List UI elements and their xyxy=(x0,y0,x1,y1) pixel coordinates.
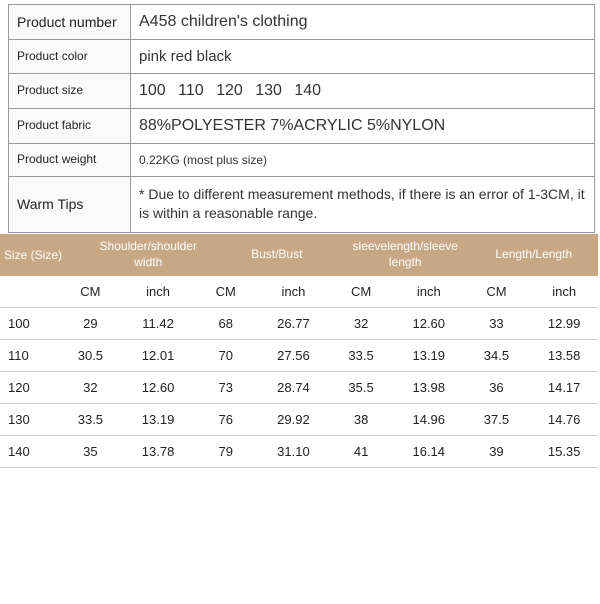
size-cell: 33.5 xyxy=(57,403,125,435)
size-cell: 37.5 xyxy=(463,403,531,435)
size-cell: 12.01 xyxy=(124,339,192,371)
size-cell: 29.92 xyxy=(260,403,328,435)
product-info-table: Product numberA458 children's clothingPr… xyxy=(8,4,595,233)
unit-cell: CM xyxy=(463,276,531,308)
info-value: pink red black xyxy=(131,40,595,74)
size-cell: 32 xyxy=(327,307,395,339)
info-value: 100 110 120 130 140 xyxy=(131,74,595,109)
size-label: 110 xyxy=(0,339,57,371)
info-value: * Due to different measurement methods, … xyxy=(131,176,595,232)
size-cell: 73 xyxy=(192,371,260,403)
unit-cell: CM xyxy=(57,276,125,308)
info-label: Product number xyxy=(9,5,131,40)
size-cell: 26.77 xyxy=(260,307,328,339)
header-sleeve: sleevelength/sleeve length xyxy=(341,239,470,270)
info-label: Product color xyxy=(9,40,131,74)
size-cell: 39 xyxy=(463,435,531,467)
size-cell: 33 xyxy=(463,307,531,339)
size-chart-header: Size (Size) Shoulder/shoulder width Bust… xyxy=(0,234,598,276)
info-label: Warm Tips xyxy=(9,176,131,232)
size-label: 140 xyxy=(0,435,57,467)
size-row: 1203212.607328.7435.513.983614.17 xyxy=(0,371,598,403)
size-cell: 13.78 xyxy=(124,435,192,467)
size-cell: 38 xyxy=(327,403,395,435)
info-label: Product weight xyxy=(9,144,131,177)
info-value: 0.22KG (most plus size) xyxy=(131,144,595,177)
size-cell: 34.5 xyxy=(463,339,531,371)
info-row: Warm Tips* Due to different measurement … xyxy=(9,176,595,232)
size-cell: 28.74 xyxy=(260,371,328,403)
size-cell: 30.5 xyxy=(57,339,125,371)
size-cell: 27.56 xyxy=(260,339,328,371)
unit-cell: CM xyxy=(327,276,395,308)
unit-cell: CM xyxy=(192,276,260,308)
header-shoulder: Shoulder/shoulder width xyxy=(84,239,213,270)
info-value: 88%POLYESTER 7%ACRYLIC 5%NYLON xyxy=(131,109,595,144)
unit-cell: inch xyxy=(260,276,328,308)
size-cell: 13.58 xyxy=(530,339,598,371)
size-cell: 35 xyxy=(57,435,125,467)
unit-cell: inch xyxy=(395,276,463,308)
size-cell: 12.99 xyxy=(530,307,598,339)
unit-cell: inch xyxy=(124,276,192,308)
size-cell: 14.76 xyxy=(530,403,598,435)
size-row: 13033.513.197629.923814.9637.514.76 xyxy=(0,403,598,435)
unit-cell: inch xyxy=(530,276,598,308)
size-cell: 13.19 xyxy=(124,403,192,435)
size-row: 1403513.787931.104116.143915.35 xyxy=(0,435,598,467)
size-cell: 15.35 xyxy=(530,435,598,467)
size-cell: 79 xyxy=(192,435,260,467)
size-label: 120 xyxy=(0,371,57,403)
info-row: Product fabric88%POLYESTER 7%ACRYLIC 5%N… xyxy=(9,109,595,144)
info-row: Product weight0.22KG (most plus size) xyxy=(9,144,595,177)
size-cell: 68 xyxy=(192,307,260,339)
header-bust: Bust/Bust xyxy=(213,247,342,263)
size-cell: 33.5 xyxy=(327,339,395,371)
info-row: Product colorpink red black xyxy=(9,40,595,74)
size-data-table: CMinchCMinchCMinchCMinch1002911.426826.7… xyxy=(0,276,598,468)
size-row: 11030.512.017027.5633.513.1934.513.58 xyxy=(0,339,598,371)
size-cell: 12.60 xyxy=(124,371,192,403)
size-cell: 70 xyxy=(192,339,260,371)
size-cell: 36 xyxy=(463,371,531,403)
info-value: A458 children's clothing xyxy=(131,5,595,40)
info-label: Product fabric xyxy=(9,109,131,144)
header-length: Length/Length xyxy=(470,247,599,263)
size-cell: 11.42 xyxy=(124,307,192,339)
size-label: 130 xyxy=(0,403,57,435)
unit-row: CMinchCMinchCMinchCMinch xyxy=(0,276,598,308)
size-cell: 12.60 xyxy=(395,307,463,339)
header-size: Size (Size) xyxy=(0,248,84,262)
size-cell: 41 xyxy=(327,435,395,467)
size-cell: 29 xyxy=(57,307,125,339)
info-row: Product size100 110 120 130 140 xyxy=(9,74,595,109)
info-label: Product size xyxy=(9,74,131,109)
size-label: 100 xyxy=(0,307,57,339)
size-row: 1002911.426826.773212.603312.99 xyxy=(0,307,598,339)
size-cell: 35.5 xyxy=(327,371,395,403)
size-cell: 76 xyxy=(192,403,260,435)
unit-blank xyxy=(0,276,57,308)
size-cell: 14.17 xyxy=(530,371,598,403)
size-cell: 14.96 xyxy=(395,403,463,435)
size-cell: 13.19 xyxy=(395,339,463,371)
size-cell: 16.14 xyxy=(395,435,463,467)
size-chart: Size (Size) Shoulder/shoulder width Bust… xyxy=(0,234,598,468)
size-cell: 32 xyxy=(57,371,125,403)
size-cell: 13.98 xyxy=(395,371,463,403)
info-row: Product numberA458 children's clothing xyxy=(9,5,595,40)
size-cell: 31.10 xyxy=(260,435,328,467)
